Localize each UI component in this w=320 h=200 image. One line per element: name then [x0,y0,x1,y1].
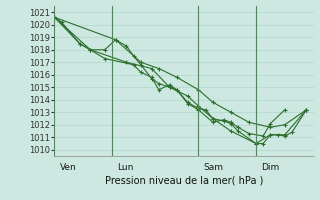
Text: Sam: Sam [204,163,224,172]
X-axis label: Pression niveau de la mer( hPa ): Pression niveau de la mer( hPa ) [105,175,263,185]
Text: Lun: Lun [117,163,134,172]
Text: Dim: Dim [261,163,280,172]
Text: Ven: Ven [60,163,76,172]
